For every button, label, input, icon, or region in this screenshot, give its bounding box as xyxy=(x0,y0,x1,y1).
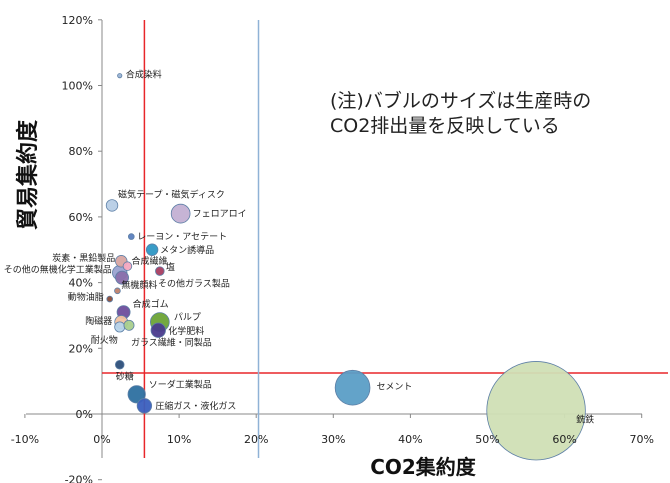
x-tick-label: -10% xyxy=(11,433,39,446)
bubble-point xyxy=(105,199,119,212)
bubble-point xyxy=(122,261,133,271)
bubble-point xyxy=(145,243,159,256)
y-tick-label: 0% xyxy=(76,408,93,421)
bubble-label: レーヨン・アセテート xyxy=(137,232,227,243)
bubble-point xyxy=(334,369,371,406)
y-tick-label: 120% xyxy=(62,14,93,27)
bubble-point xyxy=(155,266,165,276)
bubble-label: 合成染料 xyxy=(126,69,162,81)
x-tick-label: 40% xyxy=(398,433,422,446)
bubble-point xyxy=(486,361,586,461)
x-tick-label: 50% xyxy=(475,433,499,446)
y-axis-title: 貿易集約度 xyxy=(15,119,41,230)
bubble-label: 陶磁器 xyxy=(85,315,112,327)
y-tick-label: 40% xyxy=(69,277,93,290)
x-tick-label: 30% xyxy=(321,433,345,446)
annotation-line-1: (注)バブルのサイズは生産時の xyxy=(330,89,591,112)
bubble-label: ソーダ工業製品 xyxy=(149,378,212,390)
x-tick-label: 20% xyxy=(244,433,268,446)
bubble-label: その他ガラス製品 xyxy=(158,278,230,290)
bubble-point xyxy=(127,233,135,240)
y-tick-label: 80% xyxy=(69,145,93,158)
x-tick-label: 70% xyxy=(629,433,653,446)
x-tick-label: 60% xyxy=(552,433,576,446)
y-tick-label: 20% xyxy=(69,342,93,355)
bubble-label: 炭素・黒鉛製品 xyxy=(52,252,115,264)
bubble-label: セメント xyxy=(377,382,413,393)
bubble-point xyxy=(106,295,114,303)
y-tick-label: -20% xyxy=(65,474,93,483)
bubble-label: 磁気テープ・磁気ディスク xyxy=(118,188,225,200)
bubble-label: 動物油脂 xyxy=(68,291,104,303)
bubble-label: 合成ゴム xyxy=(133,298,169,310)
bubble-point xyxy=(150,322,166,338)
tick-labels: -20% 0% 20% 40% 60% 80% 100% 120% -10% 0% 10% 20% 30… xyxy=(11,14,654,483)
bubble-label: パルプ xyxy=(174,312,201,323)
x-tick-label: 0% xyxy=(93,433,110,446)
bubble-label: 砂糖 xyxy=(116,371,134,383)
bubble-label: その他の無機化学工業製品 xyxy=(4,264,112,276)
bubble-point xyxy=(114,321,126,333)
reference-lines xyxy=(102,20,668,458)
bubble-point xyxy=(115,270,129,285)
x-tick-label: 10% xyxy=(167,433,191,446)
bubble-label: 耐火物 xyxy=(91,334,118,346)
bubble-point xyxy=(127,385,146,404)
annotation-line-2: CO2排出量を反映している xyxy=(330,115,560,137)
bubble-label: 塩 xyxy=(166,261,175,273)
bubble-point xyxy=(123,319,135,331)
bubble-point xyxy=(136,398,153,414)
bubble-point xyxy=(114,287,121,295)
bubble-label: 合成繊維 xyxy=(131,255,167,267)
bubbles xyxy=(105,73,586,461)
bubble-point xyxy=(114,359,125,370)
bubble-label: 化学肥料 xyxy=(168,325,204,337)
x-axis-title: CO2集約度 xyxy=(370,455,477,479)
y-tick-label: 60% xyxy=(69,211,93,224)
bubble-label: 無機顔料 xyxy=(121,279,157,291)
bubble-label: メタン誘導品 xyxy=(160,244,214,256)
bubble-labels: 合成染料磁気テープ・磁気ディスクフェロアロイレーヨン・アセテートメタン誘導品炭素… xyxy=(4,69,594,426)
bubble-label: 銑鉄 xyxy=(576,414,594,426)
bubble-label: 圧縮ガス・液化ガス xyxy=(155,400,236,412)
y-tick-label: 100% xyxy=(62,80,93,93)
bubble-label: フェロアロイ xyxy=(193,210,247,220)
bubble-label: ガラス繊維・同製品 xyxy=(131,336,212,348)
bubble-point xyxy=(170,203,191,224)
bubble-point xyxy=(117,73,123,79)
